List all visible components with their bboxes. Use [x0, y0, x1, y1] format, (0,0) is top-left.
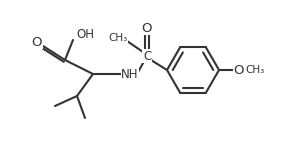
Text: O: O — [142, 21, 152, 34]
Text: C: C — [143, 50, 151, 63]
Text: O: O — [234, 63, 244, 76]
Text: OH: OH — [76, 27, 94, 40]
Text: NH: NH — [121, 69, 139, 81]
Text: CH₃: CH₃ — [108, 33, 128, 43]
Text: O: O — [32, 36, 42, 48]
Text: CH₃: CH₃ — [245, 65, 264, 75]
